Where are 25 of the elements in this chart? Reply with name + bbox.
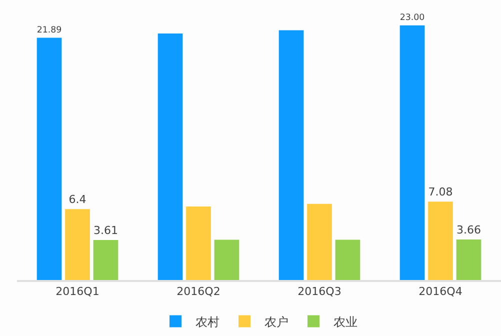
bar — [428, 202, 453, 280]
bar — [93, 240, 118, 280]
bar — [307, 204, 332, 280]
data-label: 7.08 — [428, 186, 453, 199]
data-label: 3.66 — [456, 223, 481, 236]
data-label: 3.61 — [93, 224, 118, 238]
bar — [65, 209, 90, 280]
x-tick-label: 2016Q4 — [418, 285, 462, 298]
bar — [335, 240, 360, 280]
bar — [36, 38, 62, 280]
data-label: 21.89 — [36, 25, 62, 36]
bar — [158, 33, 183, 280]
bar — [214, 240, 240, 280]
bar — [186, 206, 211, 280]
data-label: 6.4 — [68, 193, 86, 206]
legend-label: 农户 — [264, 314, 288, 329]
data-label: 23.00 — [400, 13, 425, 24]
bar — [456, 239, 482, 280]
x-tick-label: 2016Q3 — [298, 285, 342, 298]
legend-label: 农业 — [334, 314, 358, 329]
bar — [278, 30, 304, 280]
x-tick-label: 2016Q1 — [56, 285, 100, 298]
legend-label: 农村 — [196, 314, 220, 329]
bar — [400, 25, 425, 280]
x-tick-label: 2016Q2 — [176, 285, 220, 298]
